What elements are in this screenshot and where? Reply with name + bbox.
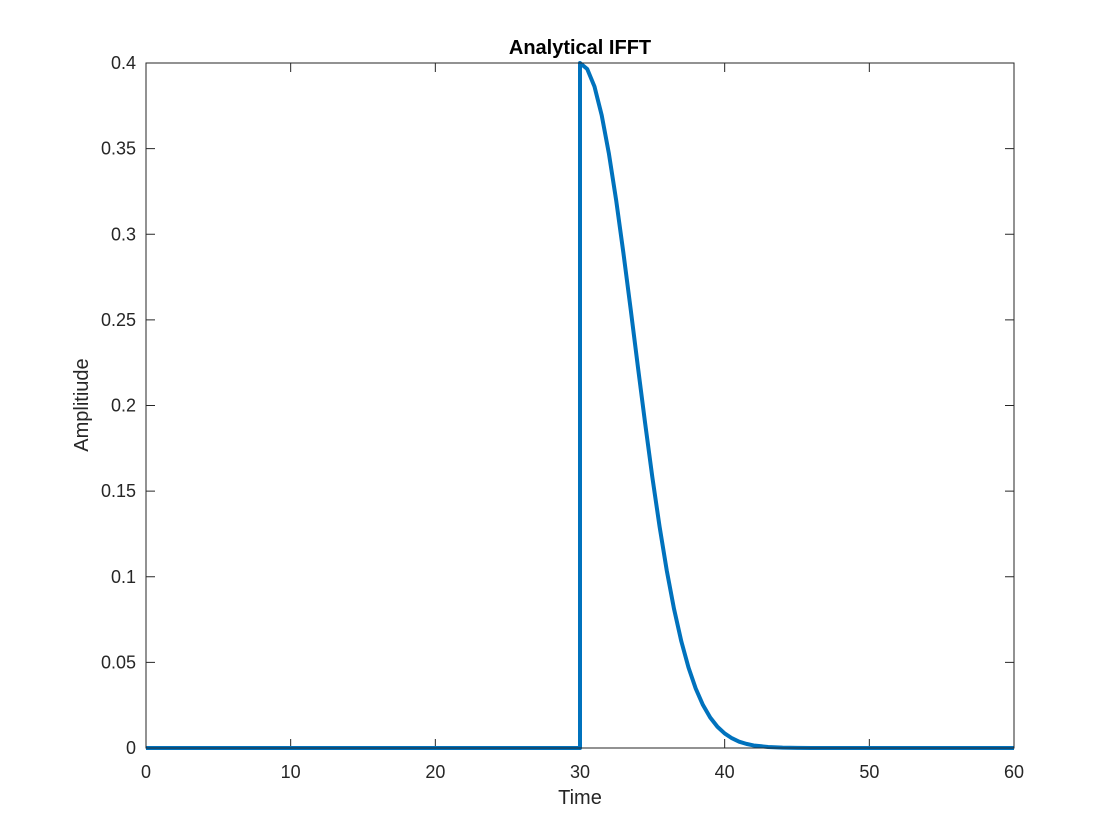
chart-title: Analytical IFFT: [509, 37, 651, 59]
y-tick-label: 0.35: [101, 139, 136, 159]
x-axis-title: Time: [558, 787, 602, 809]
y-tick-label: 0.15: [101, 481, 136, 501]
y-tick-label: 0.2: [111, 396, 136, 416]
x-tick-label: 40: [715, 762, 735, 782]
x-tick-label: 30: [570, 762, 590, 782]
x-tick-label: 10: [281, 762, 301, 782]
plot-box: [145, 62, 1015, 749]
y-tick-label: 0.3: [111, 224, 136, 244]
x-tick-label: 50: [859, 762, 879, 782]
x-tick-label: 20: [425, 762, 445, 782]
y-axis-title: Amplitiude: [71, 358, 93, 451]
y-tick-label: 0.25: [101, 310, 136, 330]
x-tick-label: 60: [1004, 762, 1024, 782]
tick-labels: 0 10 20 30 40 50 60 0 0.05 0.1 0.15 0.2 0.25 0.3 0.35 0…: [101, 53, 1024, 782]
y-tick-label: 0.4: [111, 53, 136, 73]
y-tick-label: 0.1: [111, 567, 136, 587]
y-tick-label: 0.05: [101, 652, 136, 672]
x-tick-label: 0: [141, 762, 151, 782]
y-tick-label: 0: [126, 738, 136, 758]
